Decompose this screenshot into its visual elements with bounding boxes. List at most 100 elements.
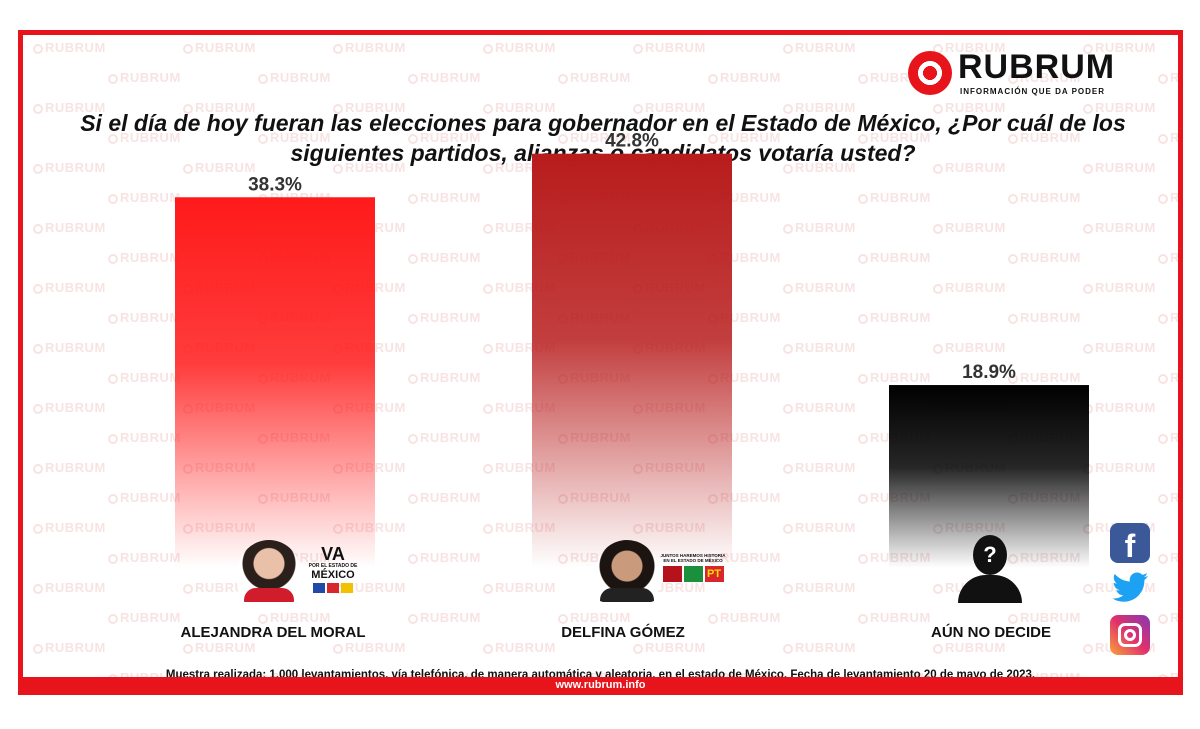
bar-value-label: 38.3% (248, 174, 302, 195)
bar-value-label: 18.9% (962, 362, 1016, 383)
watermark-text: RUBRUM (1158, 430, 1178, 445)
watermark-text: RUBRUM (783, 340, 856, 355)
watermark-text: RUBRUM (1083, 220, 1156, 235)
watermark-text: RUBRUM (933, 280, 1006, 295)
watermark-text: RUBRUM (1158, 70, 1178, 85)
watermark-text: RUBRUM (258, 130, 331, 145)
watermark-text: RUBRUM (333, 40, 406, 55)
watermark-text: RUBRUM (183, 100, 256, 115)
watermark-text: RUBRUM (258, 70, 331, 85)
watermark-text: RUBRUM (483, 640, 556, 655)
watermark-text: RUBRUM (1083, 400, 1156, 415)
watermark-text: RUBRUM (558, 70, 631, 85)
watermark-text: RUBRUM (708, 610, 781, 625)
watermark-text: RUBRUM (108, 550, 181, 565)
footer-bar (23, 677, 1178, 690)
watermark-text: RUBRUM (1158, 130, 1178, 145)
watermark-text: RUBRUM (633, 100, 706, 115)
watermark-text: RUBRUM (783, 520, 856, 535)
watermark-text: RUBRUM (708, 550, 781, 565)
watermark-text: RUBRUM (408, 190, 481, 205)
candidate-label: DELFINA GÓMEZ (561, 624, 685, 641)
watermark-text: RUBRUM (1158, 490, 1178, 505)
candidate-label: ALEJANDRA DEL MORAL (180, 624, 366, 641)
watermark-text: RUBRUM (933, 100, 1006, 115)
candidate-photo (238, 540, 300, 602)
watermark-text: RUBRUM (108, 370, 181, 385)
watermark-text: RUBRUM (933, 340, 1006, 355)
watermark-text: RUBRUM (1158, 610, 1178, 625)
watermark-text: RUBRUM (1008, 610, 1081, 625)
bar-chart: 38.3% 42.8% 18.9% (175, 131, 1089, 569)
watermark-text: RUBRUM (783, 460, 856, 475)
watermark-text: RUBRUM (1158, 310, 1178, 325)
watermark-text: RUBRUM (783, 280, 856, 295)
watermark-text: RUBRUM (858, 370, 931, 385)
website-link[interactable]: www.rubrum.info (555, 679, 646, 691)
watermark-text: RUBRUM (1158, 370, 1178, 385)
watermark-text: RUBRUM (33, 220, 106, 235)
watermark-text: RUBRUM (1083, 280, 1156, 295)
watermark-text: RUBRUM (1008, 370, 1081, 385)
watermark-text: RUBRUM (108, 490, 181, 505)
watermark-text: RUBRUM (183, 160, 256, 175)
watermark-text: RUBRUM (408, 550, 481, 565)
watermark-text: RUBRUM (1008, 70, 1081, 85)
twitter-icon[interactable] (1110, 570, 1150, 606)
watermark-text: RUBRUM (1083, 160, 1156, 175)
instagram-icon[interactable] (1110, 615, 1150, 655)
watermark-text: RUBRUM (33, 580, 106, 595)
watermark-text: RUBRUM (183, 40, 256, 55)
watermark-text: RUBRUM (483, 100, 556, 115)
watermark-text: RUBRUM (1008, 190, 1081, 205)
rubrum-logo: RUBRUM INFORMACIÓN QUE DA PODER (908, 48, 1138, 98)
watermark-text: RUBRUM (708, 70, 781, 85)
watermark-layer: RUBRUM RUBRUM RUBRUM RUBRUM RUBRUM RUBRUM RUBR… (23, 35, 1178, 690)
watermark-text: RUBRUM (33, 460, 106, 475)
logo-tagline: INFORMACIÓN QUE DA PODER (960, 87, 1106, 96)
watermark-text: RUBRUM (633, 40, 706, 55)
watermark-text: RUBRUM (858, 310, 931, 325)
watermark-text: RUBRUM (1158, 190, 1178, 205)
candidate-label: AÚN NO DECIDE (930, 624, 1051, 641)
watermark-text: RUBRUM (858, 610, 931, 625)
watermark-text: RUBRUM (708, 190, 781, 205)
watermark-text: RUBRUM (783, 100, 856, 115)
watermark-text: RUBRUM (1083, 460, 1156, 475)
watermark-text: RUBRUM (858, 250, 931, 265)
watermark-text: RUBRUM (408, 250, 481, 265)
watermark-text: RUBRUM (633, 580, 706, 595)
watermark-text: RUBRUM (933, 640, 1006, 655)
watermark-text: RUBRUM (408, 310, 481, 325)
watermark-text: RUBRUM (408, 130, 481, 145)
watermark-text: RUBRUM (783, 160, 856, 175)
watermark-text: RUBRUM (933, 40, 1006, 55)
watermark-text: RUBRUM (258, 610, 331, 625)
watermark-text: RUBRUM (33, 100, 106, 115)
watermark-text: RUBRUM (1008, 310, 1081, 325)
watermark-text: RUBRUM (1008, 130, 1081, 145)
watermark-text: RUBRUM (33, 160, 106, 175)
watermark-text: RUBRUM (333, 640, 406, 655)
watermark-text: RUBRUM (708, 430, 781, 445)
watermark-text: RUBRUM (1083, 40, 1156, 55)
watermark-text: RUBRUM (108, 130, 181, 145)
watermark-text: RUBRUM (1083, 100, 1156, 115)
watermark-text: RUBRUM (33, 40, 106, 55)
watermark-text: RUBRUM (333, 580, 406, 595)
watermark-text: RUBRUM (108, 310, 181, 325)
watermark-text: RUBRUM (183, 640, 256, 655)
watermark-text: RUBRUM (333, 160, 406, 175)
watermark-text: RUBRUM (408, 370, 481, 385)
watermark-text: RUBRUM (558, 610, 631, 625)
watermark-text: RUBRUM (933, 160, 1006, 175)
watermark-text: RUBRUM (108, 610, 181, 625)
facebook-icon[interactable]: f (1110, 523, 1150, 564)
watermark-text: RUBRUM (708, 250, 781, 265)
watermark-text: RUBRUM (33, 520, 106, 535)
watermark-text: RUBRUM (33, 340, 106, 355)
watermark-text: RUBRUM (108, 190, 181, 205)
watermark-text: RUBRUM (333, 100, 406, 115)
watermark-text: RUBRUM (708, 490, 781, 505)
watermark-text: RUBRUM (783, 40, 856, 55)
